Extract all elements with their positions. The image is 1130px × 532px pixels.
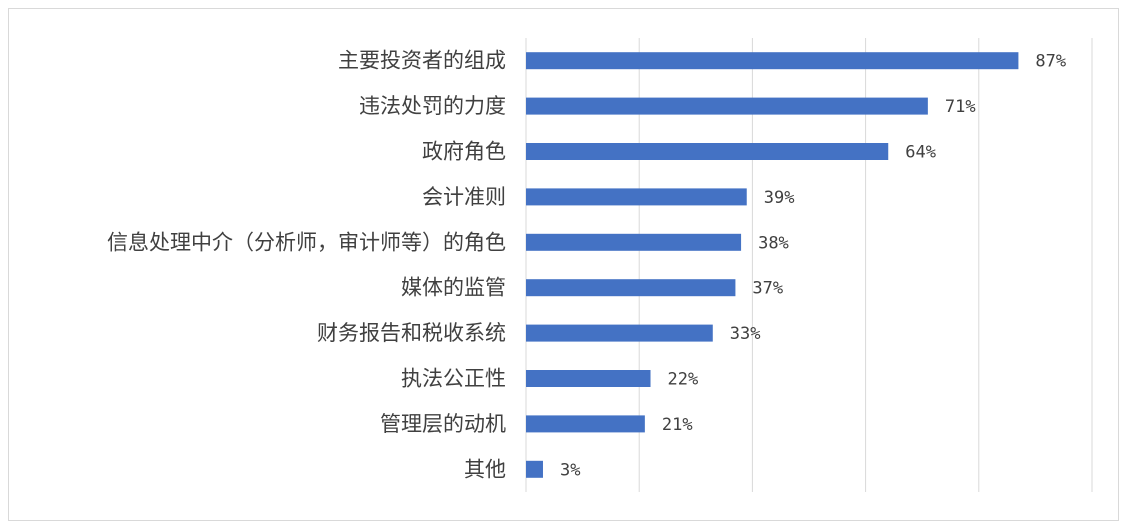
value-label: 33%	[730, 324, 761, 344]
value-label: 3%	[560, 460, 580, 480]
category-label: 违法处罚的力度	[359, 94, 506, 118]
value-label: 22%	[668, 370, 699, 390]
category-label: 执法公正性	[401, 367, 506, 391]
bar	[526, 460, 543, 478]
bar	[526, 279, 736, 297]
bar	[526, 415, 645, 433]
category-label: 政府角色	[422, 140, 506, 164]
category-labels: 主要投资者的组成违法处罚的力度政府角色会计准则信息处理中介（分析师，审计师等）的…	[107, 49, 506, 482]
value-label: 87%	[1035, 52, 1066, 72]
value-label: 71%	[945, 97, 976, 117]
value-label: 21%	[662, 415, 693, 435]
value-label: 39%	[764, 188, 795, 208]
category-label: 会计准则	[422, 185, 506, 209]
value-label: 37%	[752, 279, 783, 299]
bars	[526, 52, 1019, 478]
bar	[526, 324, 713, 342]
value-labels: 87% 71% 64% 39% 38% 37% 33% 22% 21% 3%	[560, 52, 1066, 481]
value-label: 38%	[758, 233, 789, 253]
bar	[526, 233, 742, 251]
category-label: 财务报告和税收系统	[317, 321, 506, 345]
bar	[526, 370, 651, 387]
category-label: 主要投资者的组成	[338, 49, 506, 73]
bar	[526, 143, 889, 160]
category-label: 信息处理中介（分析师，审计师等）的角色	[107, 230, 506, 254]
bar	[526, 188, 747, 206]
bar	[526, 97, 928, 115]
chart-frame	[8, 8, 1119, 521]
bar	[526, 52, 1019, 70]
category-label: 媒体的监管	[401, 276, 506, 300]
category-label: 其他	[464, 457, 506, 481]
value-label: 64%	[905, 143, 936, 163]
category-label: 管理层的动机	[380, 412, 506, 436]
